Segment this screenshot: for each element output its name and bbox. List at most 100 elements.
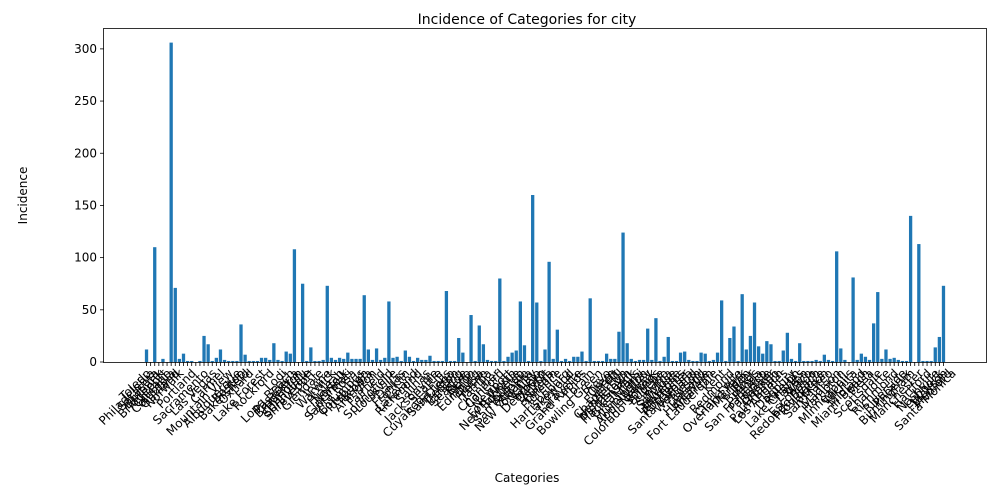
bar — [514, 350, 518, 362]
y-tick-label: 250 — [74, 94, 97, 108]
y-axis: 0 50 100 150 200 250 300 — [74, 42, 104, 369]
bar — [637, 359, 642, 362]
bar — [420, 359, 424, 362]
bar — [280, 360, 284, 362]
bar — [452, 360, 457, 362]
bar — [806, 360, 810, 362]
bar — [506, 356, 510, 362]
bar — [859, 353, 863, 362]
bar — [284, 351, 288, 362]
bar — [592, 360, 596, 362]
bar — [391, 357, 395, 362]
bar — [206, 344, 210, 362]
bar — [777, 360, 781, 362]
bar — [448, 360, 453, 362]
bar — [650, 359, 654, 362]
bar — [173, 287, 177, 362]
bar — [144, 349, 149, 362]
bar — [251, 360, 255, 362]
bar — [572, 356, 576, 362]
bar — [494, 360, 498, 362]
bar — [604, 353, 609, 362]
bar — [539, 360, 543, 362]
bar — [231, 360, 235, 362]
bar — [884, 349, 888, 362]
bar — [440, 360, 444, 362]
bar — [190, 360, 194, 362]
bar — [210, 360, 214, 362]
bar — [264, 357, 268, 362]
bar — [835, 251, 839, 362]
bar — [613, 358, 617, 362]
y-tick-label: 100 — [74, 251, 97, 265]
bar — [662, 356, 666, 362]
bar — [736, 360, 740, 362]
bar — [337, 357, 342, 362]
bar — [239, 324, 243, 362]
bar — [272, 343, 276, 362]
bar — [802, 360, 806, 362]
bar — [818, 360, 822, 362]
bar — [670, 360, 674, 362]
bar — [379, 359, 383, 362]
bar — [563, 358, 568, 362]
bar — [761, 353, 765, 362]
bar — [748, 335, 753, 362]
bar — [342, 358, 346, 362]
bar — [317, 360, 321, 362]
bar — [473, 360, 477, 362]
bar — [469, 315, 473, 362]
bar — [247, 360, 251, 362]
bar — [728, 337, 732, 362]
bar — [921, 360, 925, 362]
bar — [555, 329, 559, 362]
bar — [313, 360, 317, 362]
bar — [654, 318, 658, 362]
bar — [366, 349, 370, 362]
y-tick-label: 150 — [74, 198, 97, 212]
bar — [255, 360, 260, 362]
bar — [354, 358, 358, 362]
bar — [855, 359, 859, 362]
bar — [691, 360, 695, 362]
bar — [674, 360, 679, 362]
bar — [609, 358, 613, 362]
bar — [325, 285, 329, 362]
bar — [633, 360, 638, 362]
bar — [481, 344, 486, 362]
bar — [202, 335, 206, 362]
bar — [773, 360, 777, 362]
bar — [576, 356, 580, 362]
bar — [350, 358, 354, 362]
bar — [584, 360, 588, 362]
bar — [744, 349, 748, 362]
bar — [839, 348, 843, 362]
bar — [851, 277, 855, 362]
bar — [559, 360, 564, 362]
bar — [740, 294, 744, 362]
bar — [477, 325, 481, 362]
bar — [863, 356, 868, 362]
x-axis-label: Categories — [495, 471, 560, 485]
bar — [843, 359, 847, 362]
bar — [235, 360, 239, 362]
y-tick-label: 300 — [74, 42, 97, 56]
bar — [358, 358, 362, 362]
axes-frame — [103, 28, 987, 363]
bar — [305, 360, 309, 362]
bar — [399, 360, 403, 362]
bar — [222, 359, 227, 362]
bar — [485, 359, 490, 362]
bar — [814, 359, 818, 362]
bar — [822, 354, 826, 362]
bar — [830, 360, 835, 362]
bar — [933, 347, 937, 362]
bar — [407, 356, 412, 362]
bar — [362, 295, 366, 362]
bar — [395, 356, 399, 362]
bar — [732, 326, 736, 362]
bar — [383, 357, 387, 362]
bar — [896, 359, 900, 362]
bar — [646, 328, 650, 362]
bar — [888, 358, 892, 362]
